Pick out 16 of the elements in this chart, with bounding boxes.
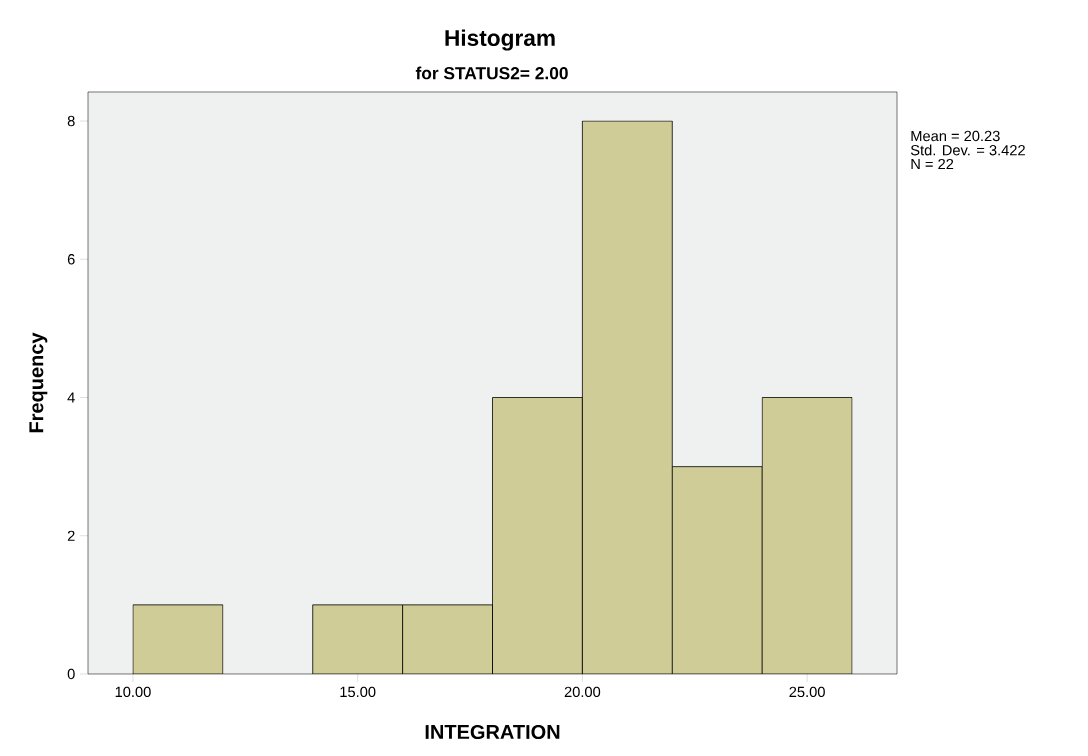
x-tick-label: 25.00 — [789, 686, 825, 698]
chart-title: Histogram — [445, 29, 555, 51]
text: N = 22 — [911, 158, 954, 170]
y-tick-label: 2 — [67, 530, 75, 541]
x-axis-title: INTEGRATION — [425, 724, 560, 740]
x-tick-label: 15.00 — [340, 686, 376, 698]
y-tick-label: 4 — [67, 392, 75, 403]
y-tick-label: 0 — [67, 668, 75, 680]
x-tick-label: 10.00 — [115, 686, 151, 698]
chart-subtitle: for STATUS2= 2.00 — [415, 66, 568, 80]
y-axis-title: Frequency — [29, 332, 48, 433]
y-tick-label: 8 — [67, 115, 75, 127]
x-tick-label: 20.00 — [564, 686, 601, 698]
text: Mean = 20.23 — [911, 130, 1000, 142]
y-tick-label: 6 — [67, 254, 75, 265]
text: Std. Dev. = 3.422 — [910, 144, 1025, 156]
